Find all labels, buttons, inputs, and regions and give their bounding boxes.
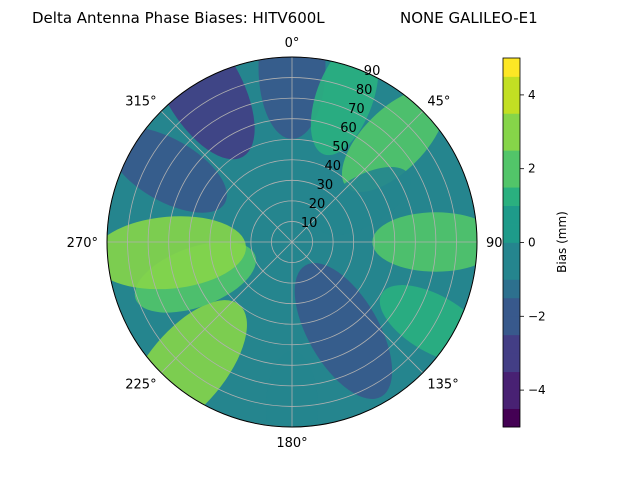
colorbar-band: [503, 168, 520, 188]
colorbar-band: [503, 371, 520, 391]
colorbar-band: [503, 150, 520, 170]
colorbar-band: [503, 205, 520, 225]
colorbar-band: [503, 113, 520, 133]
radial-tick-label: 90: [364, 64, 381, 79]
radial-tick-label: 50: [332, 140, 349, 155]
angular-tick-label: 225°: [125, 377, 156, 392]
radial-tick-label: 70: [348, 102, 365, 117]
angular-tick-label: 180°: [276, 436, 307, 451]
colorbar-band: [503, 58, 520, 77]
colorbar-band: [503, 260, 520, 280]
angular-tick-label: 90: [486, 236, 503, 251]
colorbar-band: [503, 131, 520, 151]
angular-grid-line: [160, 110, 293, 243]
colorbar-band: [503, 334, 520, 354]
colorbar-tick-label: −4: [528, 383, 546, 397]
colorbar-band: [503, 224, 520, 243]
plot-boundary: [106, 56, 478, 428]
colorbar-tick-label: 0: [528, 236, 536, 250]
colorbar-band: [503, 94, 520, 114]
radial-tick-labels: 10 20 30 40 50 60 70 80 90: [301, 64, 380, 231]
angular-tick-label: 315°: [125, 95, 156, 110]
radial-tick-label: 20: [309, 197, 326, 212]
colorbar-band: [503, 316, 520, 336]
angular-tick-label: 135°: [427, 377, 458, 392]
angular-grid-line: [291, 241, 424, 374]
colorbar-label: Bias (mm): [555, 211, 569, 273]
colorbar: −4 −2 0 2 4 Bias (mm): [502, 57, 569, 428]
colorbar-band: [503, 187, 520, 206]
radial-tick-label: 10: [301, 216, 318, 231]
angular-tick-label: 270°: [67, 236, 98, 251]
colorbar-tick-label: 2: [528, 162, 536, 176]
bias-contour: [148, 57, 255, 160]
colorbar-tick-label: 4: [528, 88, 536, 102]
colorbar-band: [503, 279, 520, 299]
chart-title: Delta Antenna Phase Biases: HITV600L: [32, 9, 325, 27]
polar-grid: [106, 56, 478, 428]
colorbar-band: [503, 408, 520, 428]
radial-tick-label: 80: [356, 83, 373, 98]
angular-grid-line: [291, 110, 424, 243]
colorbar-band: [503, 390, 520, 409]
chart-subtitle: NONE GALILEO-E1: [400, 9, 538, 27]
angular-grid-line: [160, 241, 293, 374]
angular-tick-label: 0°: [285, 36, 300, 51]
colorbar-band: [503, 353, 520, 373]
polar-plot: 10 20 30 40 50 60 70 80 90 0° 45° 90 135° 180° 225° 27…: [67, 36, 503, 451]
radial-tick-label: 40: [325, 159, 342, 174]
colorbar-band: [503, 297, 520, 317]
radial-tick-label: 60: [340, 121, 357, 136]
radial-tick-label: 30: [317, 178, 334, 193]
colorbar-bands: [503, 58, 520, 428]
angular-tick-label: 45°: [427, 95, 450, 110]
colorbar-tick-label: −2: [528, 309, 546, 323]
colorbar-band: [503, 76, 520, 96]
colorbar-ticks: −4 −2 0 2 4: [520, 88, 546, 397]
angular-tick-labels: 0° 45° 90 135° 180° 225° 270° 315°: [67, 36, 503, 451]
colorbar-band: [503, 242, 520, 262]
